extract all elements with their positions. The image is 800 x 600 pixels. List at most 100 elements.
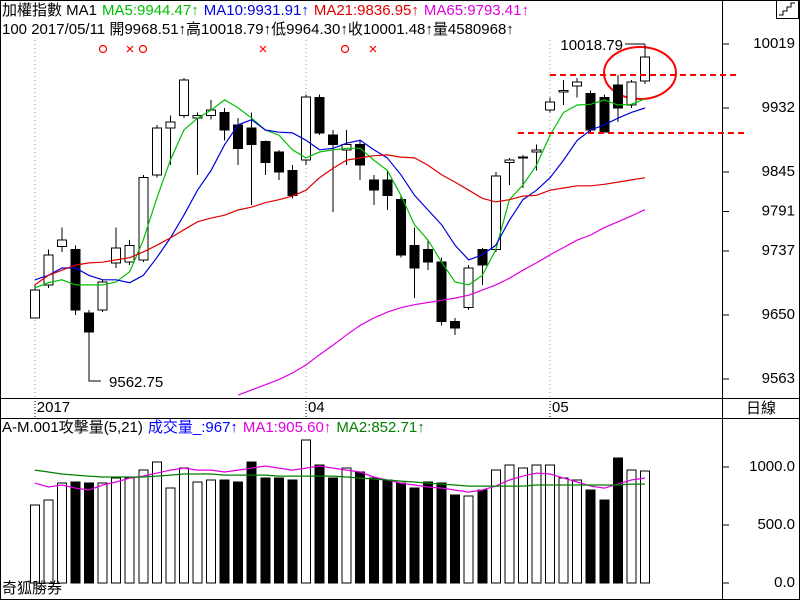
marker-circle xyxy=(138,44,148,54)
volume-bar xyxy=(300,439,311,584)
volume-bar xyxy=(463,495,474,584)
candle-body xyxy=(138,177,149,261)
y-tick-label: 9791 xyxy=(762,202,795,219)
highlight-ellipse xyxy=(603,46,677,100)
volume-bar xyxy=(328,477,339,584)
y-tick-label: 0.0 xyxy=(774,574,795,591)
x-tick-label: 2017 xyxy=(37,399,70,416)
volume-bar xyxy=(450,494,461,584)
signal-markers xyxy=(98,44,377,54)
icon-stairs xyxy=(779,2,795,16)
volume-bar xyxy=(260,477,271,584)
period-label: 日線 xyxy=(746,400,776,417)
candle-body xyxy=(314,97,325,134)
chart-title: 加權指數 MA1 xyxy=(2,2,97,19)
candle-body xyxy=(450,321,461,329)
candle-body xyxy=(504,159,515,163)
volume-ma-line xyxy=(34,469,645,487)
candle-body xyxy=(84,312,95,333)
quote-info: 100 2017/05/11 開9968.51↑高10018.79↑低9964.… xyxy=(2,21,514,38)
volume-bar xyxy=(314,464,325,584)
candle-body xyxy=(639,56,650,82)
legend-entry: MA5:9944.47↑ xyxy=(102,2,199,19)
candle-body xyxy=(436,261,447,323)
candle-body xyxy=(300,96,311,161)
low-label: 9562.75 xyxy=(109,374,163,391)
legend-entry: MA2:852.71↑ xyxy=(336,419,424,436)
volume-bar xyxy=(504,464,515,584)
volume-bar xyxy=(423,481,434,584)
candle-body xyxy=(70,249,81,311)
volume-bar xyxy=(273,477,284,584)
volume-bar xyxy=(43,499,54,584)
candle-body xyxy=(626,81,637,106)
legend-entry: MA21:9836.95↑ xyxy=(314,2,419,19)
candle-body xyxy=(246,127,257,146)
legend-entry: MA10:9931.91↑ xyxy=(204,2,309,19)
candle-body xyxy=(531,149,542,153)
volume-bar xyxy=(84,482,95,584)
volume-bar xyxy=(124,477,135,584)
y-tick-label: 500.0 xyxy=(757,516,795,533)
marker-cross xyxy=(369,45,377,53)
volume-bar xyxy=(70,481,81,584)
volume-bar xyxy=(246,461,257,584)
candle-body xyxy=(43,254,54,286)
legend-entry: 成交量_:967↑ xyxy=(148,418,238,436)
candle-body xyxy=(273,151,284,173)
candle-body xyxy=(328,134,339,146)
candle-body xyxy=(151,127,162,176)
y-tick-label: 9845 xyxy=(762,163,795,180)
candle-body xyxy=(585,92,596,131)
volume-bar xyxy=(111,477,122,584)
ma-line xyxy=(34,154,646,286)
legend: 加權指數 MA1 MA5:9944.47↑ MA10:9931.91↑ MA21:98… xyxy=(2,2,529,19)
volume-bar xyxy=(477,489,488,584)
ma-line xyxy=(34,107,646,284)
y-tick-label: 9932 xyxy=(762,99,795,116)
chart-title: A-M.001攻擊量(5,21) xyxy=(2,418,143,436)
volume-bar xyxy=(626,469,637,584)
candle-body xyxy=(111,247,122,264)
candle-body xyxy=(219,111,230,131)
volume-bar xyxy=(572,479,583,584)
volume-bar xyxy=(436,482,447,584)
candle-body xyxy=(287,169,298,196)
candle-body xyxy=(341,144,352,151)
candle-body xyxy=(477,249,488,266)
volume-bar xyxy=(517,467,528,584)
candle-body xyxy=(124,244,135,263)
volume-bar xyxy=(585,489,596,584)
menu-icon[interactable] xyxy=(776,0,799,19)
x-tick-label: 04 xyxy=(308,399,325,416)
y-tick-label: 10019 xyxy=(753,35,795,52)
candle-body xyxy=(545,101,556,111)
volume-bar xyxy=(97,482,108,584)
high-label: 10018.79 xyxy=(560,37,623,54)
volume-bar xyxy=(192,481,203,584)
volume-bar xyxy=(178,467,189,584)
volume-bar xyxy=(409,487,420,584)
candle-body xyxy=(97,281,108,311)
marker-circle xyxy=(98,44,108,54)
candle-body xyxy=(599,97,610,133)
y-tick-label: 9737 xyxy=(762,242,795,259)
candle-body xyxy=(423,249,434,263)
volume-bar xyxy=(206,479,217,584)
y-tick-label: 9563 xyxy=(762,370,795,387)
volume-bar xyxy=(531,464,542,584)
pointer-line xyxy=(88,379,102,382)
icon-frame xyxy=(776,0,799,19)
volume-bar xyxy=(165,487,176,584)
y-tick-label: 9650 xyxy=(762,306,795,323)
legend-entry: MA1:905.60↑ xyxy=(243,419,331,436)
volume-bar xyxy=(639,470,650,584)
candle-body xyxy=(409,244,420,269)
ma-line xyxy=(34,98,646,289)
volume-bar xyxy=(355,471,366,584)
volume-bar xyxy=(599,499,610,584)
volume-bar xyxy=(545,464,556,584)
x-tick-label: 05 xyxy=(552,399,569,416)
legend: A-M.001攻擊量(5,21) 成交量_:967↑ MA1:905.60↑ MA2:… xyxy=(2,418,425,436)
ma-line xyxy=(237,209,646,396)
